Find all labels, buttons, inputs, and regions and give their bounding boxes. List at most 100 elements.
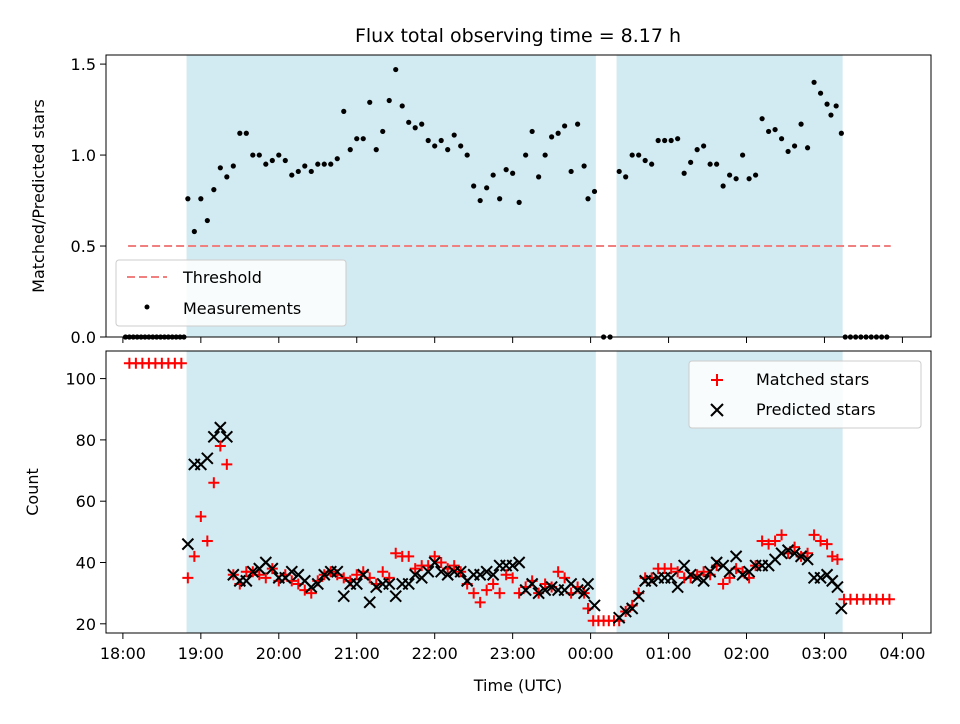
matched-star-point	[507, 572, 519, 584]
measurement-point	[328, 161, 334, 167]
predicted-star-point	[486, 568, 500, 581]
matched-star-point	[351, 569, 363, 581]
predicted-star-point	[305, 580, 318, 594]
matched-star-point	[377, 566, 389, 578]
predicted-star-point	[454, 565, 467, 578]
matched-legend-swatch	[711, 374, 723, 386]
measurement-point	[497, 196, 503, 202]
predicted-star-point	[532, 586, 545, 600]
predicted-star-point	[480, 565, 493, 578]
predicted-star-point	[525, 577, 539, 591]
measurement-point	[217, 165, 223, 171]
ratio-y-ticks: 0.0 0.5 1.0 1.5	[71, 55, 106, 347]
chart-title: Flux total observing time = 8.17 h	[355, 25, 681, 47]
matched-star-point	[188, 550, 200, 562]
matched-star-point	[552, 566, 564, 578]
y-tick-label: 1.5	[71, 55, 96, 74]
measurement-point	[185, 196, 191, 202]
measurements-legend-label: Measurements	[183, 299, 301, 318]
measurement-point	[406, 119, 412, 125]
measurement-point	[490, 172, 496, 178]
count-x-ticks: 18:00 19:00 20:00 21:00 22:00 23:00 00:00 01:00…	[100, 633, 925, 663]
count-points	[123, 357, 895, 627]
matched-star-point	[831, 553, 843, 565]
measurements-legend-swatch	[144, 304, 150, 310]
measurement-point	[753, 172, 759, 178]
count-legend-box	[688, 360, 922, 429]
matched-star-point	[195, 511, 207, 523]
predicted-star-point	[632, 590, 645, 603]
measurement-point	[224, 174, 230, 180]
measurement-point	[811, 79, 817, 85]
predicted-star-point	[214, 421, 227, 434]
measurement-point	[568, 168, 574, 175]
x-axis-label: Time (UTC)	[473, 676, 562, 695]
matched-star-point	[435, 557, 447, 568]
matched-star-point	[383, 572, 395, 584]
matched-star-point	[665, 563, 677, 575]
measurement-point	[838, 130, 844, 136]
measurement-point	[289, 172, 295, 178]
predicted-star-point	[788, 547, 801, 560]
measurement-point	[198, 196, 204, 202]
predicted-star-point	[473, 568, 487, 581]
measurement-point	[425, 137, 431, 144]
measurement-point	[662, 137, 668, 144]
predicted-star-point	[684, 568, 697, 581]
measurement-point	[555, 130, 561, 136]
predicted-star-point	[383, 577, 396, 591]
measurement-point	[276, 152, 282, 158]
measurement-point	[833, 103, 839, 109]
measurement-point	[464, 152, 470, 158]
predicted-star-point	[506, 559, 519, 572]
matched-star-point	[776, 529, 788, 541]
measurement-point	[373, 147, 379, 153]
measurement-point	[529, 128, 535, 135]
measurement-point	[438, 137, 444, 144]
measurement-point	[484, 185, 490, 191]
measurement-point	[399, 103, 405, 109]
matched-star-point	[559, 572, 571, 584]
measurement-point	[204, 217, 210, 224]
predicted-star-point	[775, 547, 788, 560]
matched-star-point	[208, 477, 220, 489]
matched-star-point	[821, 538, 833, 550]
predicted-star-point	[794, 550, 808, 563]
measurement-point	[393, 66, 399, 73]
measurement-point	[412, 125, 418, 131]
predicted-star-point	[703, 565, 717, 578]
x-tick-label: 21:00	[334, 644, 380, 663]
measurement-point	[727, 172, 733, 178]
matched-star-point	[698, 566, 710, 578]
measurement-point	[243, 130, 249, 136]
measurement-point	[772, 126, 778, 133]
x-tick-label: 20:00	[256, 644, 302, 663]
predicted-star-point	[619, 605, 632, 618]
predicted-star-point	[201, 452, 214, 465]
measurement-point	[817, 90, 824, 96]
measurement-point	[642, 157, 648, 164]
matched-legend-label: Matched stars	[756, 370, 869, 389]
matched-star-point	[808, 529, 820, 541]
matched-star-point	[500, 569, 512, 581]
y-tick-label: 1.0	[71, 146, 96, 165]
matched-star-point	[448, 560, 460, 572]
measurement-point	[733, 176, 739, 182]
measurement-point	[720, 183, 726, 189]
matched-star-point	[763, 538, 775, 550]
count-panel: 20 40 60 80 100 18:00 19:00 20:00 21:00 22:00 23:…	[23, 350, 932, 695]
matched-star-point	[390, 547, 402, 559]
predicted-star-point	[428, 556, 441, 569]
measurement-point	[759, 116, 765, 122]
predicted-star-point	[577, 586, 591, 600]
predicted-star-point	[240, 574, 253, 588]
ratio-panel: 0.0 0.5 1.0 1.5 Matched/Predicted stars Thr…	[29, 54, 932, 347]
predicted-star-point	[421, 565, 435, 578]
predicted-star-point	[389, 590, 402, 603]
x-tick-label: 18:00	[100, 644, 146, 663]
x-tick-label: 01:00	[646, 644, 692, 663]
matched-star-point	[494, 587, 506, 599]
measurement-point	[581, 163, 587, 169]
predicted-star-point	[729, 550, 743, 563]
predicted-star-point	[625, 602, 639, 615]
